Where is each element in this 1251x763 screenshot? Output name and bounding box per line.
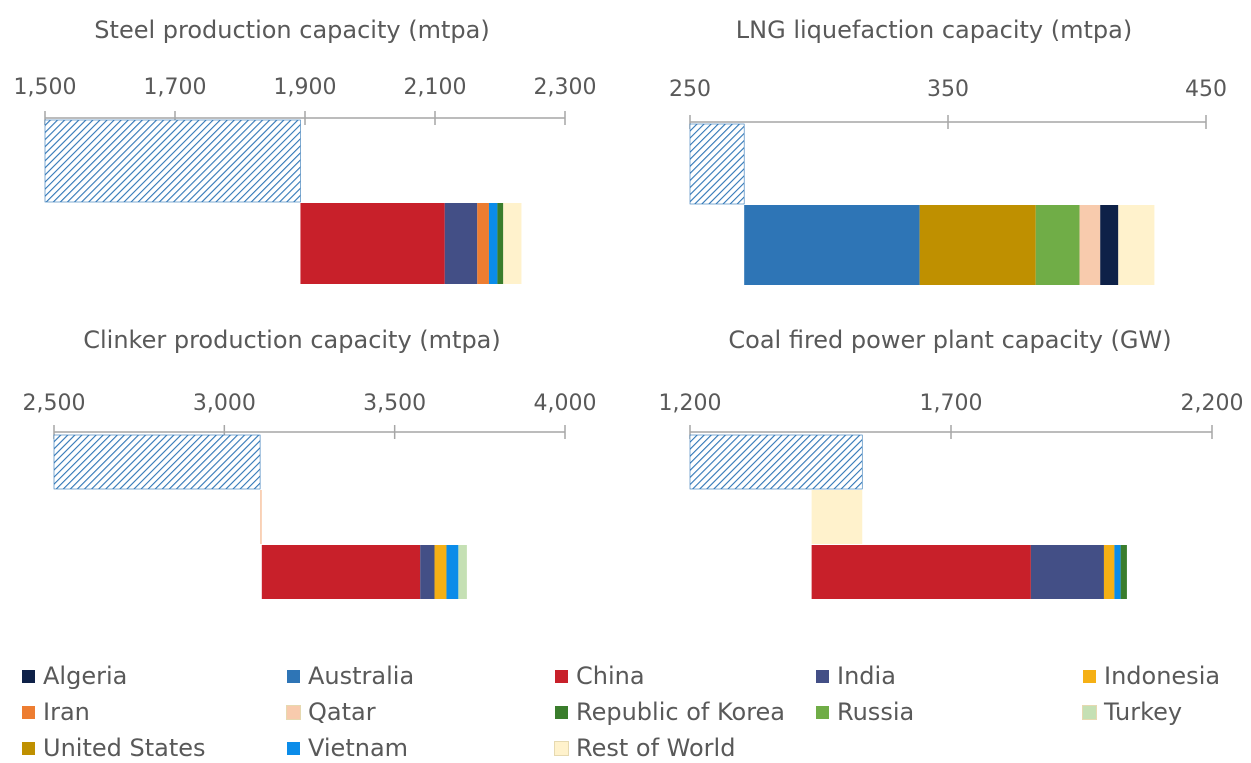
- tick-label: 1,500: [14, 75, 77, 100]
- legend-swatch: [554, 740, 569, 756]
- chart-panel-4: Coal fired power plant capacity (GW) 1,20…: [659, 326, 1244, 599]
- legend-swatch: [22, 669, 35, 683]
- legend-label: Indonesia: [1104, 662, 1221, 690]
- tick-label: 1,700: [144, 75, 207, 100]
- chart-title: Coal fired power plant capacity (GW): [728, 326, 1171, 354]
- chart-title: Steel production capacity (mtpa): [94, 16, 489, 44]
- legend-item-india: India: [816, 662, 896, 690]
- tick-label: 2,100: [404, 75, 467, 100]
- legend-label: Australia: [308, 662, 415, 690]
- baseline-bar: [689, 123, 745, 205]
- legend-item-rest-of-world: Rest of World: [554, 734, 736, 762]
- bar-segment-vietnam: [446, 545, 459, 599]
- bar-segment-rest-of-world: [811, 490, 863, 544]
- legend-label: United States: [43, 734, 206, 762]
- tick-label: 1,200: [659, 391, 722, 416]
- chart-title: Clinker production capacity (mtpa): [83, 326, 501, 354]
- legend-swatch: [1083, 669, 1096, 683]
- bar-segment-australia: [744, 205, 920, 285]
- legend-label: Russia: [837, 698, 915, 726]
- bar-segment-qatar: [260, 490, 262, 544]
- chart-panel-2: LNG liquefaction capacity (mtpa) 250 350 45…: [669, 16, 1227, 285]
- baseline-bar: [44, 119, 301, 203]
- bar-segment-republic-of-korea: [497, 203, 504, 284]
- legend-item-vietnam: Vietnam: [287, 734, 408, 762]
- bar-segment-china: [300, 203, 445, 284]
- legend-label: India: [837, 662, 896, 690]
- legend-swatch: [22, 741, 35, 755]
- bar-segment-qatar: [1079, 205, 1101, 285]
- legend-label: Republic of Korea: [576, 698, 786, 726]
- bar-segment-turkey: [458, 545, 467, 599]
- tick-label: 2,200: [1181, 391, 1244, 416]
- tick-label: 250: [669, 77, 711, 102]
- chart-title: LNG liquefaction capacity (mtpa): [736, 16, 1132, 44]
- bar-segment-rest-of-world: [1118, 205, 1155, 285]
- legend-label: Turkey: [1104, 698, 1183, 726]
- legend-item-algeria: Algeria: [22, 662, 127, 690]
- legend-label: Algeria: [43, 662, 128, 690]
- legend-swatch: [816, 705, 829, 719]
- tick-label: 350: [927, 77, 969, 102]
- bar-segment-india: [444, 203, 478, 284]
- tick-label: 450: [1185, 77, 1227, 102]
- legend-item-russia: Russia: [816, 698, 914, 726]
- bar-segment-vietnam: [488, 203, 498, 284]
- bar-segment-united-states: [919, 205, 1036, 285]
- bar-segment-russia: [1035, 205, 1080, 285]
- legend-item-australia: Australia: [287, 662, 414, 690]
- legend-label: Qatar: [308, 698, 376, 726]
- bar-segment-vietnam: [1114, 545, 1121, 599]
- bar-segment-china: [811, 545, 1031, 599]
- chart-panel-3: Clinker production capacity (mtpa) 2,500 3…: [23, 326, 597, 599]
- legend-swatch: [22, 705, 35, 719]
- legend-item-iran: Iran: [22, 698, 90, 726]
- legend-swatch: [1082, 704, 1097, 720]
- bar-segment-india: [1030, 545, 1104, 599]
- legend-label: Vietnam: [308, 734, 409, 762]
- tick-label: 2,500: [23, 391, 86, 416]
- legend-item-indonesia: Indonesia: [1083, 662, 1220, 690]
- tick-label: 3,500: [363, 391, 426, 416]
- legend-item-china: China: [555, 662, 645, 690]
- legend-item-republic-of-korea: Republic of Korea: [555, 698, 785, 726]
- legend-swatch: [286, 704, 301, 720]
- bar-segment-algeria: [1100, 205, 1119, 285]
- bar-segment-india: [420, 545, 435, 599]
- legend-item-united-states: United States: [22, 734, 206, 762]
- bar-segment-indonesia: [1103, 545, 1115, 599]
- tick-label: 1,700: [920, 391, 983, 416]
- tick-label: 1,900: [274, 75, 337, 100]
- legend-label: Rest of World: [576, 734, 736, 762]
- bar-segment-republic-of-korea: [1120, 545, 1127, 599]
- legend-item-qatar: Qatar: [286, 698, 376, 726]
- tick-label: 2,300: [534, 75, 597, 100]
- legend-swatch: [555, 705, 568, 719]
- legend-swatch: [287, 669, 300, 683]
- baseline-bar: [689, 434, 863, 490]
- tick-label: 4,000: [534, 391, 597, 416]
- bar-segment-china: [261, 545, 421, 599]
- bar-segment-rest-of-world: [503, 203, 522, 284]
- bar-segment-iran: [477, 203, 489, 284]
- legend-label: China: [576, 662, 645, 690]
- chart-panel-1: Steel production capacity (mtpa) 1,500 1,7…: [14, 16, 597, 284]
- legend-item-turkey: Turkey: [1082, 698, 1183, 726]
- legend-swatch: [287, 741, 300, 755]
- bar-segment-indonesia: [434, 545, 447, 599]
- baseline-bar: [53, 434, 261, 490]
- legend-swatch: [555, 669, 568, 683]
- tick-label: 3,000: [193, 391, 256, 416]
- legend-swatch: [816, 669, 829, 683]
- legend-label: Iran: [43, 698, 90, 726]
